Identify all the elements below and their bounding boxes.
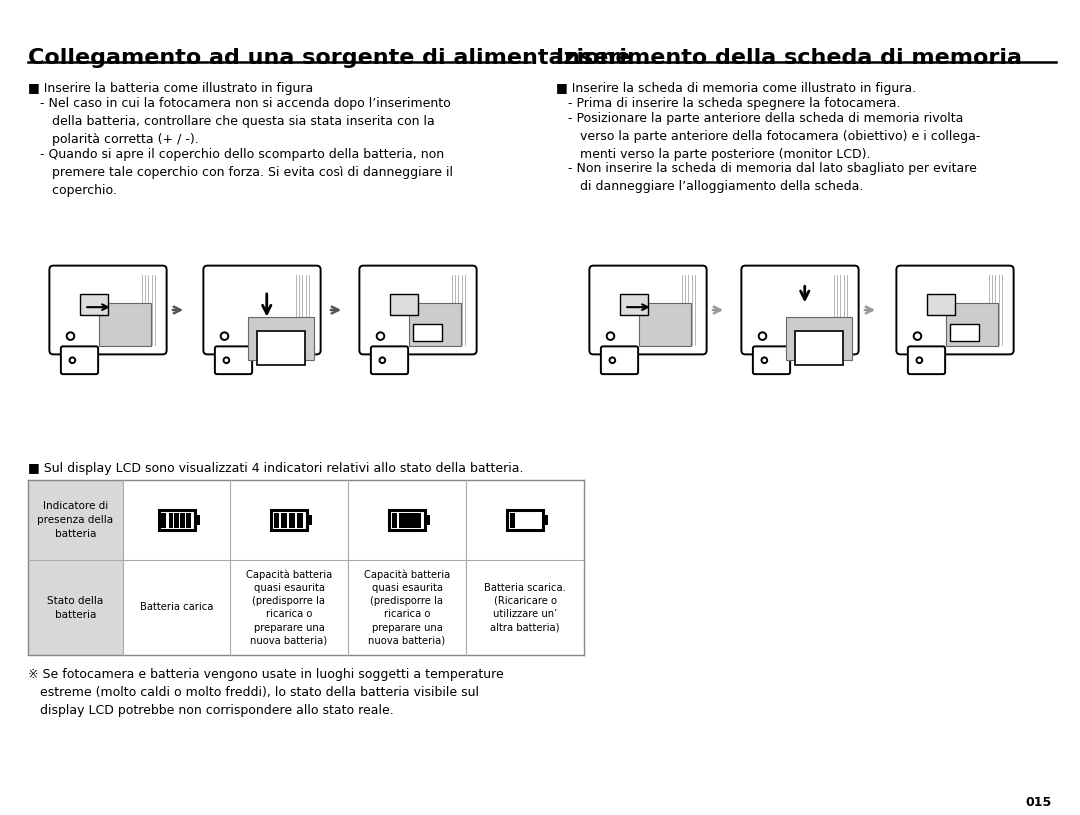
FancyBboxPatch shape (590, 266, 706, 355)
Bar (28, 480, 123, 655)
Bar (786, 317, 852, 360)
Circle shape (379, 358, 386, 363)
FancyBboxPatch shape (753, 346, 791, 374)
Bar (950, 324, 978, 341)
FancyBboxPatch shape (360, 266, 476, 355)
Bar (638, 303, 691, 346)
Text: Batteria scarica.
(Ricaricare o
utilizzare un’
altra batteria): Batteria scarica. (Ricaricare o utilizza… (484, 583, 566, 632)
Text: ■ Inserire la scheda di memoria come illustrato in figura.: ■ Inserire la scheda di memoria come ill… (556, 82, 916, 95)
Circle shape (758, 333, 767, 340)
Bar (281, 513, 287, 527)
FancyBboxPatch shape (600, 346, 638, 374)
Bar (414, 324, 442, 341)
Circle shape (224, 358, 229, 363)
Bar (307, 515, 312, 525)
Circle shape (914, 333, 921, 340)
FancyBboxPatch shape (50, 266, 166, 355)
Bar (795, 332, 842, 364)
Bar (399, 513, 421, 527)
Bar (168, 513, 173, 527)
FancyBboxPatch shape (741, 266, 859, 355)
Text: - Quando si apre il coperchio dello scomparto della batteria, non
      premere : - Quando si apre il coperchio dello scom… (28, 148, 453, 197)
Circle shape (607, 333, 615, 340)
Bar (174, 513, 179, 527)
Bar (180, 513, 185, 527)
Bar (98, 303, 151, 346)
Text: Stato della
batteria: Stato della batteria (48, 596, 104, 619)
Text: - Non inserire la scheda di memoria dal lato sbagliato per evitare
      di dann: - Non inserire la scheda di memoria dal … (556, 162, 977, 193)
FancyBboxPatch shape (370, 346, 408, 374)
Bar (389, 510, 426, 530)
Bar (161, 513, 166, 527)
Circle shape (377, 333, 384, 340)
Bar (510, 513, 514, 527)
Text: Capacità batteria
quasi esaurita
(predisporre la
ricarica o
preparare una
nuova : Capacità batteria quasi esaurita (predis… (246, 569, 333, 645)
Bar (391, 513, 396, 527)
Text: - Posizionare la parte anteriore della scheda di memoria rivolta
      verso la : - Posizionare la parte anteriore della s… (556, 112, 981, 161)
Circle shape (917, 358, 922, 363)
Bar (543, 515, 548, 525)
Text: Indicatore di
presenza della
batteria: Indicatore di presenza della batteria (38, 501, 113, 539)
Bar (159, 510, 194, 530)
Bar (408, 303, 461, 346)
Bar (927, 294, 956, 315)
FancyBboxPatch shape (60, 346, 98, 374)
Circle shape (67, 333, 75, 340)
Text: Batteria carica: Batteria carica (139, 602, 213, 613)
Bar (80, 294, 108, 315)
FancyBboxPatch shape (896, 266, 1014, 355)
Bar (288, 513, 295, 527)
Bar (194, 515, 200, 525)
Bar (945, 303, 998, 346)
Bar (507, 510, 543, 530)
Bar (28, 480, 584, 655)
Text: ■ Inserire la batteria come illustrato in figura: ■ Inserire la batteria come illustrato i… (28, 82, 313, 95)
Text: Inserimento della scheda di memoria: Inserimento della scheda di memoria (556, 48, 1022, 68)
FancyBboxPatch shape (215, 346, 252, 374)
Text: - Nel caso in cui la fotocamera non si accenda dopo l’inserimento
      della ba: - Nel caso in cui la fotocamera non si a… (28, 97, 450, 146)
FancyBboxPatch shape (908, 346, 945, 374)
Bar (297, 513, 303, 527)
Bar (426, 515, 430, 525)
Bar (390, 294, 418, 315)
Text: - Prima di inserire la scheda spegnere la fotocamera.: - Prima di inserire la scheda spegnere l… (556, 97, 901, 110)
Circle shape (220, 333, 228, 340)
Bar (620, 294, 648, 315)
Bar (273, 513, 279, 527)
Bar (247, 317, 314, 360)
Text: 015: 015 (1026, 796, 1052, 809)
Circle shape (69, 358, 76, 363)
FancyBboxPatch shape (203, 266, 321, 355)
Bar (186, 513, 190, 527)
Bar (257, 332, 305, 364)
Bar (271, 510, 307, 530)
Text: ※ Se fotocamera e batteria vengono usate in luoghi soggetti a temperature
   est: ※ Se fotocamera e batteria vengono usate… (28, 668, 503, 717)
Text: Collegamento ad una sorgente di alimentazione: Collegamento ad una sorgente di alimenta… (28, 48, 631, 68)
Text: Capacità batteria
quasi esaurita
(predisporre la
ricarica o
preparare una
nuova : Capacità batteria quasi esaurita (predis… (364, 569, 450, 645)
Circle shape (761, 358, 767, 363)
Text: ■ Sul display LCD sono visualizzati 4 indicatori relativi allo stato della batte: ■ Sul display LCD sono visualizzati 4 in… (28, 462, 524, 475)
Circle shape (609, 358, 616, 363)
